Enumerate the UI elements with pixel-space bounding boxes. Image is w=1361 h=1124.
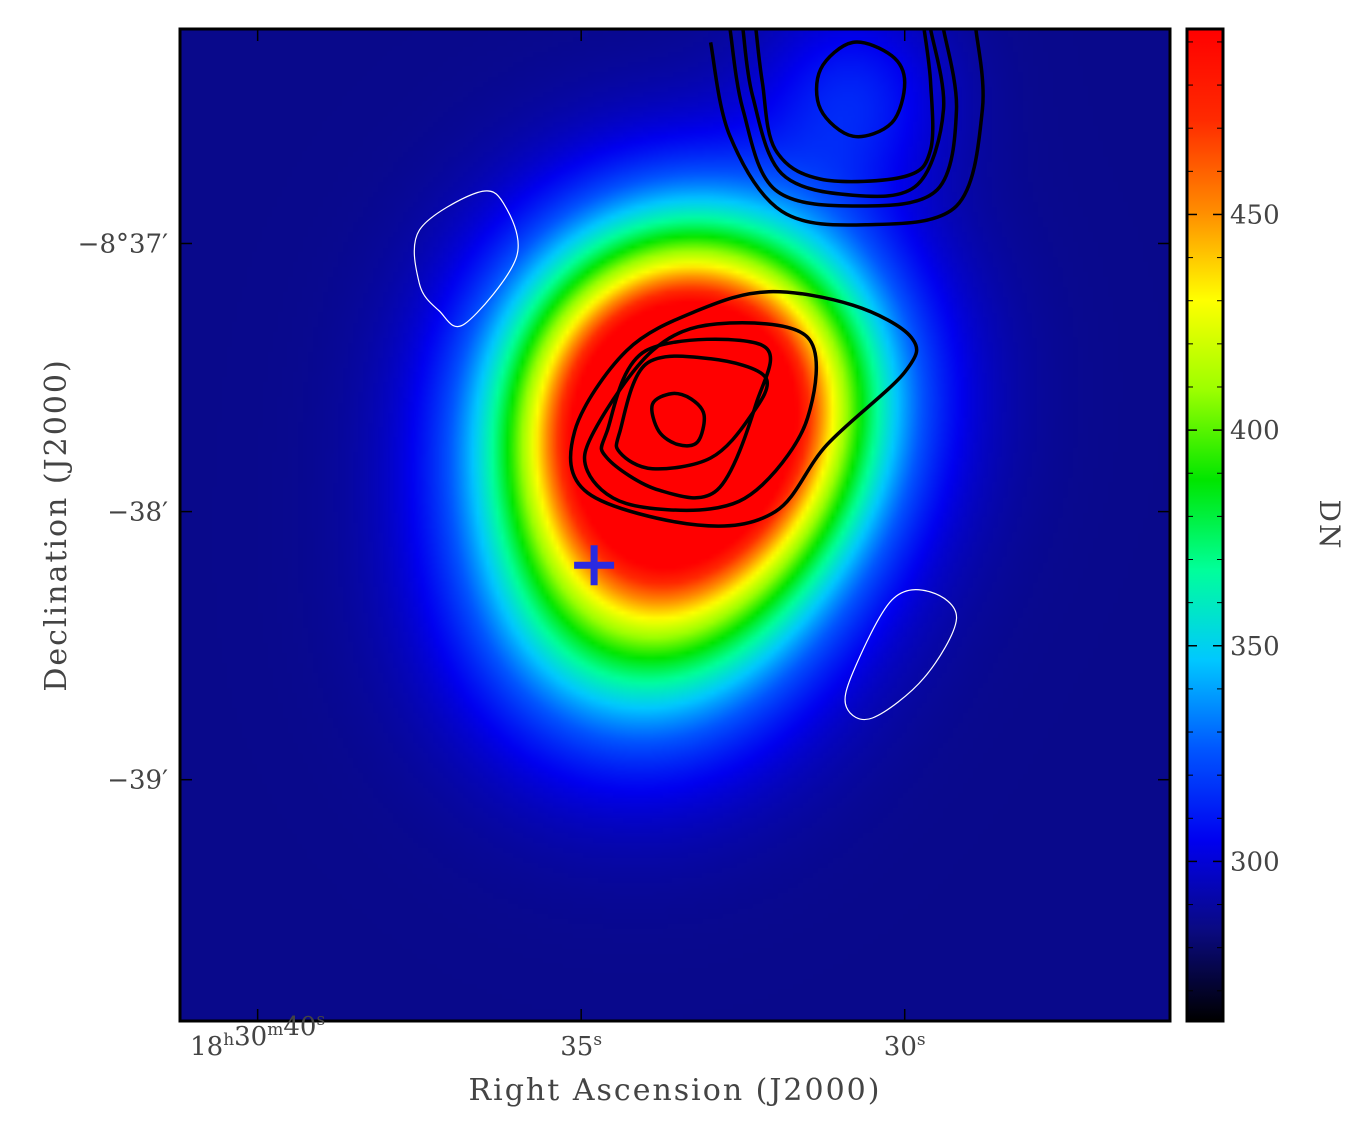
colorbar-ticks: 300 350 400 450: [1187, 41, 1280, 992]
colorbar-tick-label: 400: [1230, 416, 1280, 446]
heatmap-area: [180, 29, 1170, 1021]
contour-white-2: [844, 589, 958, 721]
contour-black-6: [814, 40, 907, 139]
contour-black-5: [568, 289, 919, 528]
contour-black-10: [708, 29, 985, 227]
x-tick-label: 30s: [884, 1030, 926, 1062]
colorbar-label: DN: [1313, 500, 1346, 551]
contour-black-4: [582, 321, 819, 513]
heatmap-image: [180, 29, 1170, 1021]
y-tick-label: −38′: [107, 498, 168, 528]
y-tick-label: −8°37′: [78, 229, 168, 259]
x-tick-label: 18h30m40s: [190, 1010, 325, 1062]
colorbar-frame: [1185, 27, 1225, 1023]
y-axis-ticks: −8°37′ −38′ −39′: [78, 229, 1170, 796]
contour-white-1: [413, 190, 519, 328]
colorbar-tick-label: 450: [1230, 200, 1280, 230]
colorbar-tick-label: 300: [1230, 847, 1280, 877]
y-axis-title: Declination (J2000): [39, 358, 74, 691]
contour-black-2: [614, 354, 769, 471]
x-axis-title: Right Ascension (J2000): [469, 1073, 882, 1108]
contour-black-3: [599, 337, 773, 500]
y-tick-label: −39′: [107, 766, 168, 796]
contour-black-9: [728, 29, 959, 208]
colorbar-gradient: [1187, 29, 1223, 1021]
colorbar-tick-label: 350: [1230, 632, 1280, 662]
x-tick-label: 35s: [560, 1030, 602, 1062]
contour-black-7: [754, 29, 935, 184]
source-marker: [574, 545, 615, 586]
colorbar: 300 350 400 450 DN: [1185, 27, 1346, 1023]
plot-frame: [178, 27, 1172, 1023]
x-axis-ticks: 18h30m40s 35s 30s: [190, 29, 926, 1062]
contour-black-1: [650, 391, 707, 448]
contour-black-8: [741, 29, 946, 199]
contour-layer: [413, 29, 985, 721]
